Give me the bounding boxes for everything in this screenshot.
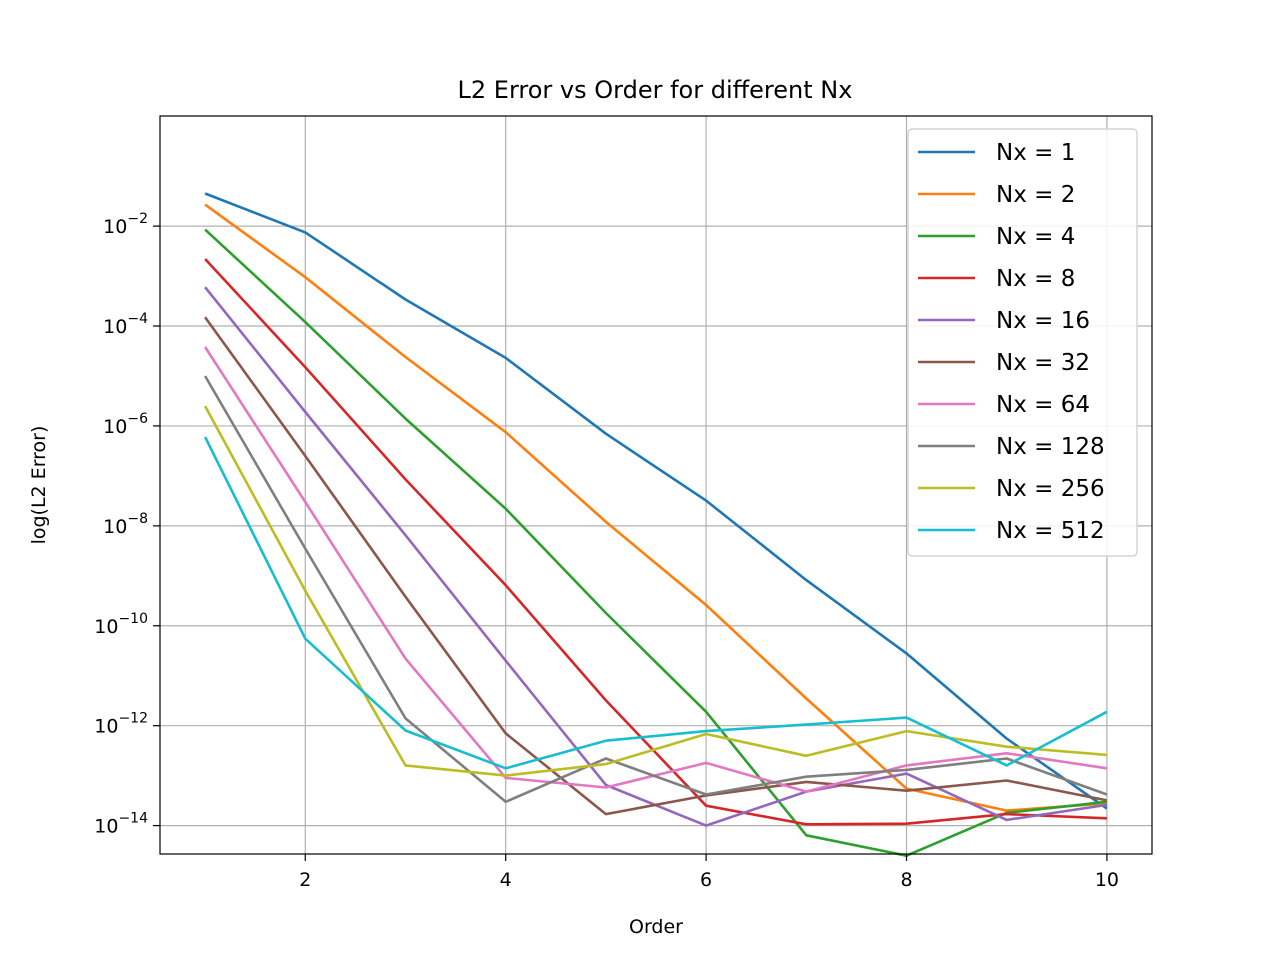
- legend-label: Nx = 128: [996, 434, 1105, 460]
- series-lines: [203, 192, 1108, 858]
- series-line-6: [204, 316, 1108, 816]
- x-tick-label: 8: [900, 869, 912, 891]
- series-line-9: [203, 405, 1108, 777]
- x-axis-label: Order: [629, 916, 683, 938]
- legend-label: Nx = 8: [996, 266, 1075, 292]
- series-line-2: [204, 203, 1107, 812]
- legend-label: Nx = 4: [996, 224, 1075, 250]
- series-line-3: [204, 228, 1108, 858]
- legend-label: Nx = 512: [996, 518, 1105, 544]
- legend-label: Nx = 2: [996, 182, 1075, 208]
- series-line-4: [204, 258, 1107, 826]
- x-tick-label: 6: [700, 869, 712, 891]
- legend-label: Nx = 1: [996, 140, 1075, 166]
- chart-title: L2 Error vs Order for different Nx: [458, 76, 853, 104]
- legend-label: Nx = 32: [996, 350, 1090, 376]
- series-line-10: [203, 436, 1108, 770]
- grid-lines: [160, 116, 1152, 854]
- legend-label: Nx = 256: [996, 476, 1105, 502]
- x-tick-label: 4: [500, 869, 512, 891]
- x-tick-label: 2: [299, 869, 311, 891]
- x-axis-ticks: 2 4 6 8 10: [299, 854, 1119, 891]
- legend: Nx = 1 Nx = 2 Nx = 4 Nx = 8 Nx = 16 Nx = 32 Nx…: [907, 128, 1138, 557]
- y-axis-label: log(L2 Error): [28, 426, 50, 545]
- series-line-1: [204, 192, 1108, 810]
- x-tick-label: 10: [1095, 869, 1119, 891]
- plot-frame: [159, 115, 1153, 855]
- series-line-8: [203, 375, 1108, 804]
- legend-label: Nx = 16: [996, 308, 1090, 334]
- legend-label: Nx = 64: [996, 392, 1090, 418]
